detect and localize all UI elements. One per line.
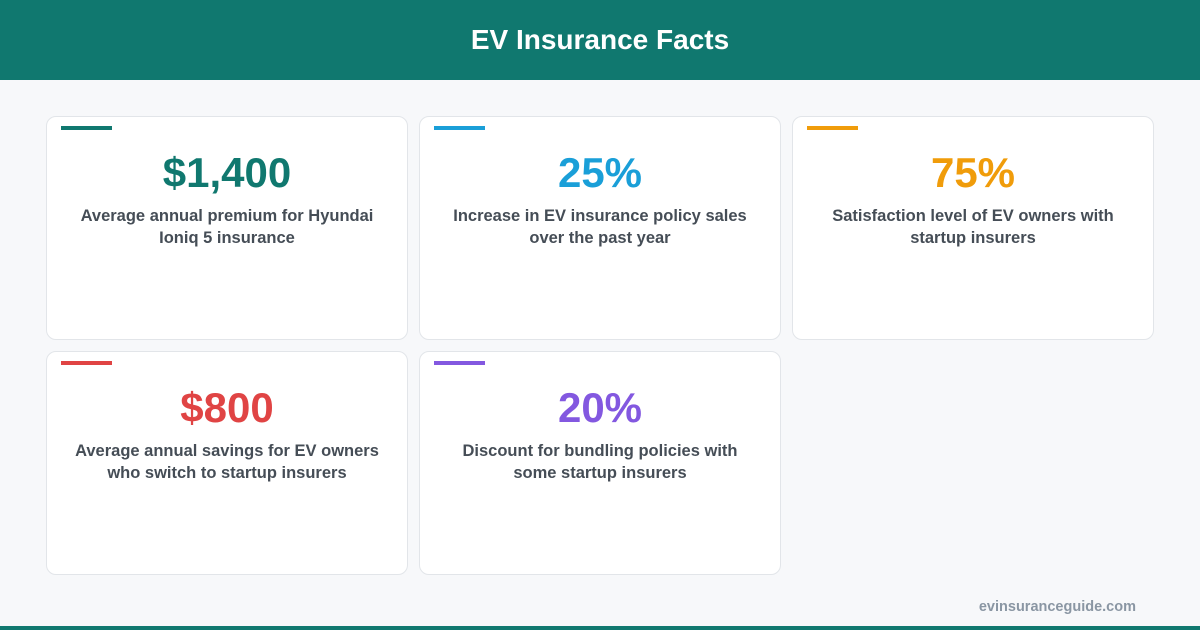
fact-value: 20%: [557, 384, 643, 431]
fact-description: Satisfaction level of EV owners with sta…: [832, 207, 1114, 247]
accent-bar: [61, 361, 112, 365]
fact-description: Discount for bundling policies with some…: [462, 442, 738, 482]
fact-card: $800 Average annual savings for EV owners…: [46, 351, 408, 575]
fact-value: $1,400: [162, 149, 292, 196]
accent-bar: [61, 126, 112, 130]
fact-card: $1,400 Average annual premium for Hyundai…: [46, 116, 408, 340]
header-title: EV Insurance Facts: [0, 0, 1200, 80]
footer-source: evinsuranceguide.com: [978, 599, 1136, 615]
fact-description: Average annual premium for Hyundai Ioniq…: [80, 207, 374, 247]
accent-bar: [434, 361, 485, 365]
fact-description: Increase in EV insurance policy sales ov…: [453, 207, 747, 247]
fact-card: 20% Discount for bundling policies with s…: [419, 351, 781, 575]
accent-bar: [807, 126, 858, 130]
bottom-bar: [0, 626, 1200, 630]
fact-description: Average annual savings for EV owners who…: [75, 442, 379, 482]
fact-value: 25%: [557, 149, 643, 196]
fact-value: $800: [180, 384, 274, 431]
fact-card: 25% Increase in EV insurance policy sales…: [419, 116, 781, 340]
fact-card: 75% Satisfaction level of EV owners with …: [792, 116, 1154, 340]
fact-value: 75%: [930, 149, 1016, 196]
accent-bar: [434, 126, 485, 130]
